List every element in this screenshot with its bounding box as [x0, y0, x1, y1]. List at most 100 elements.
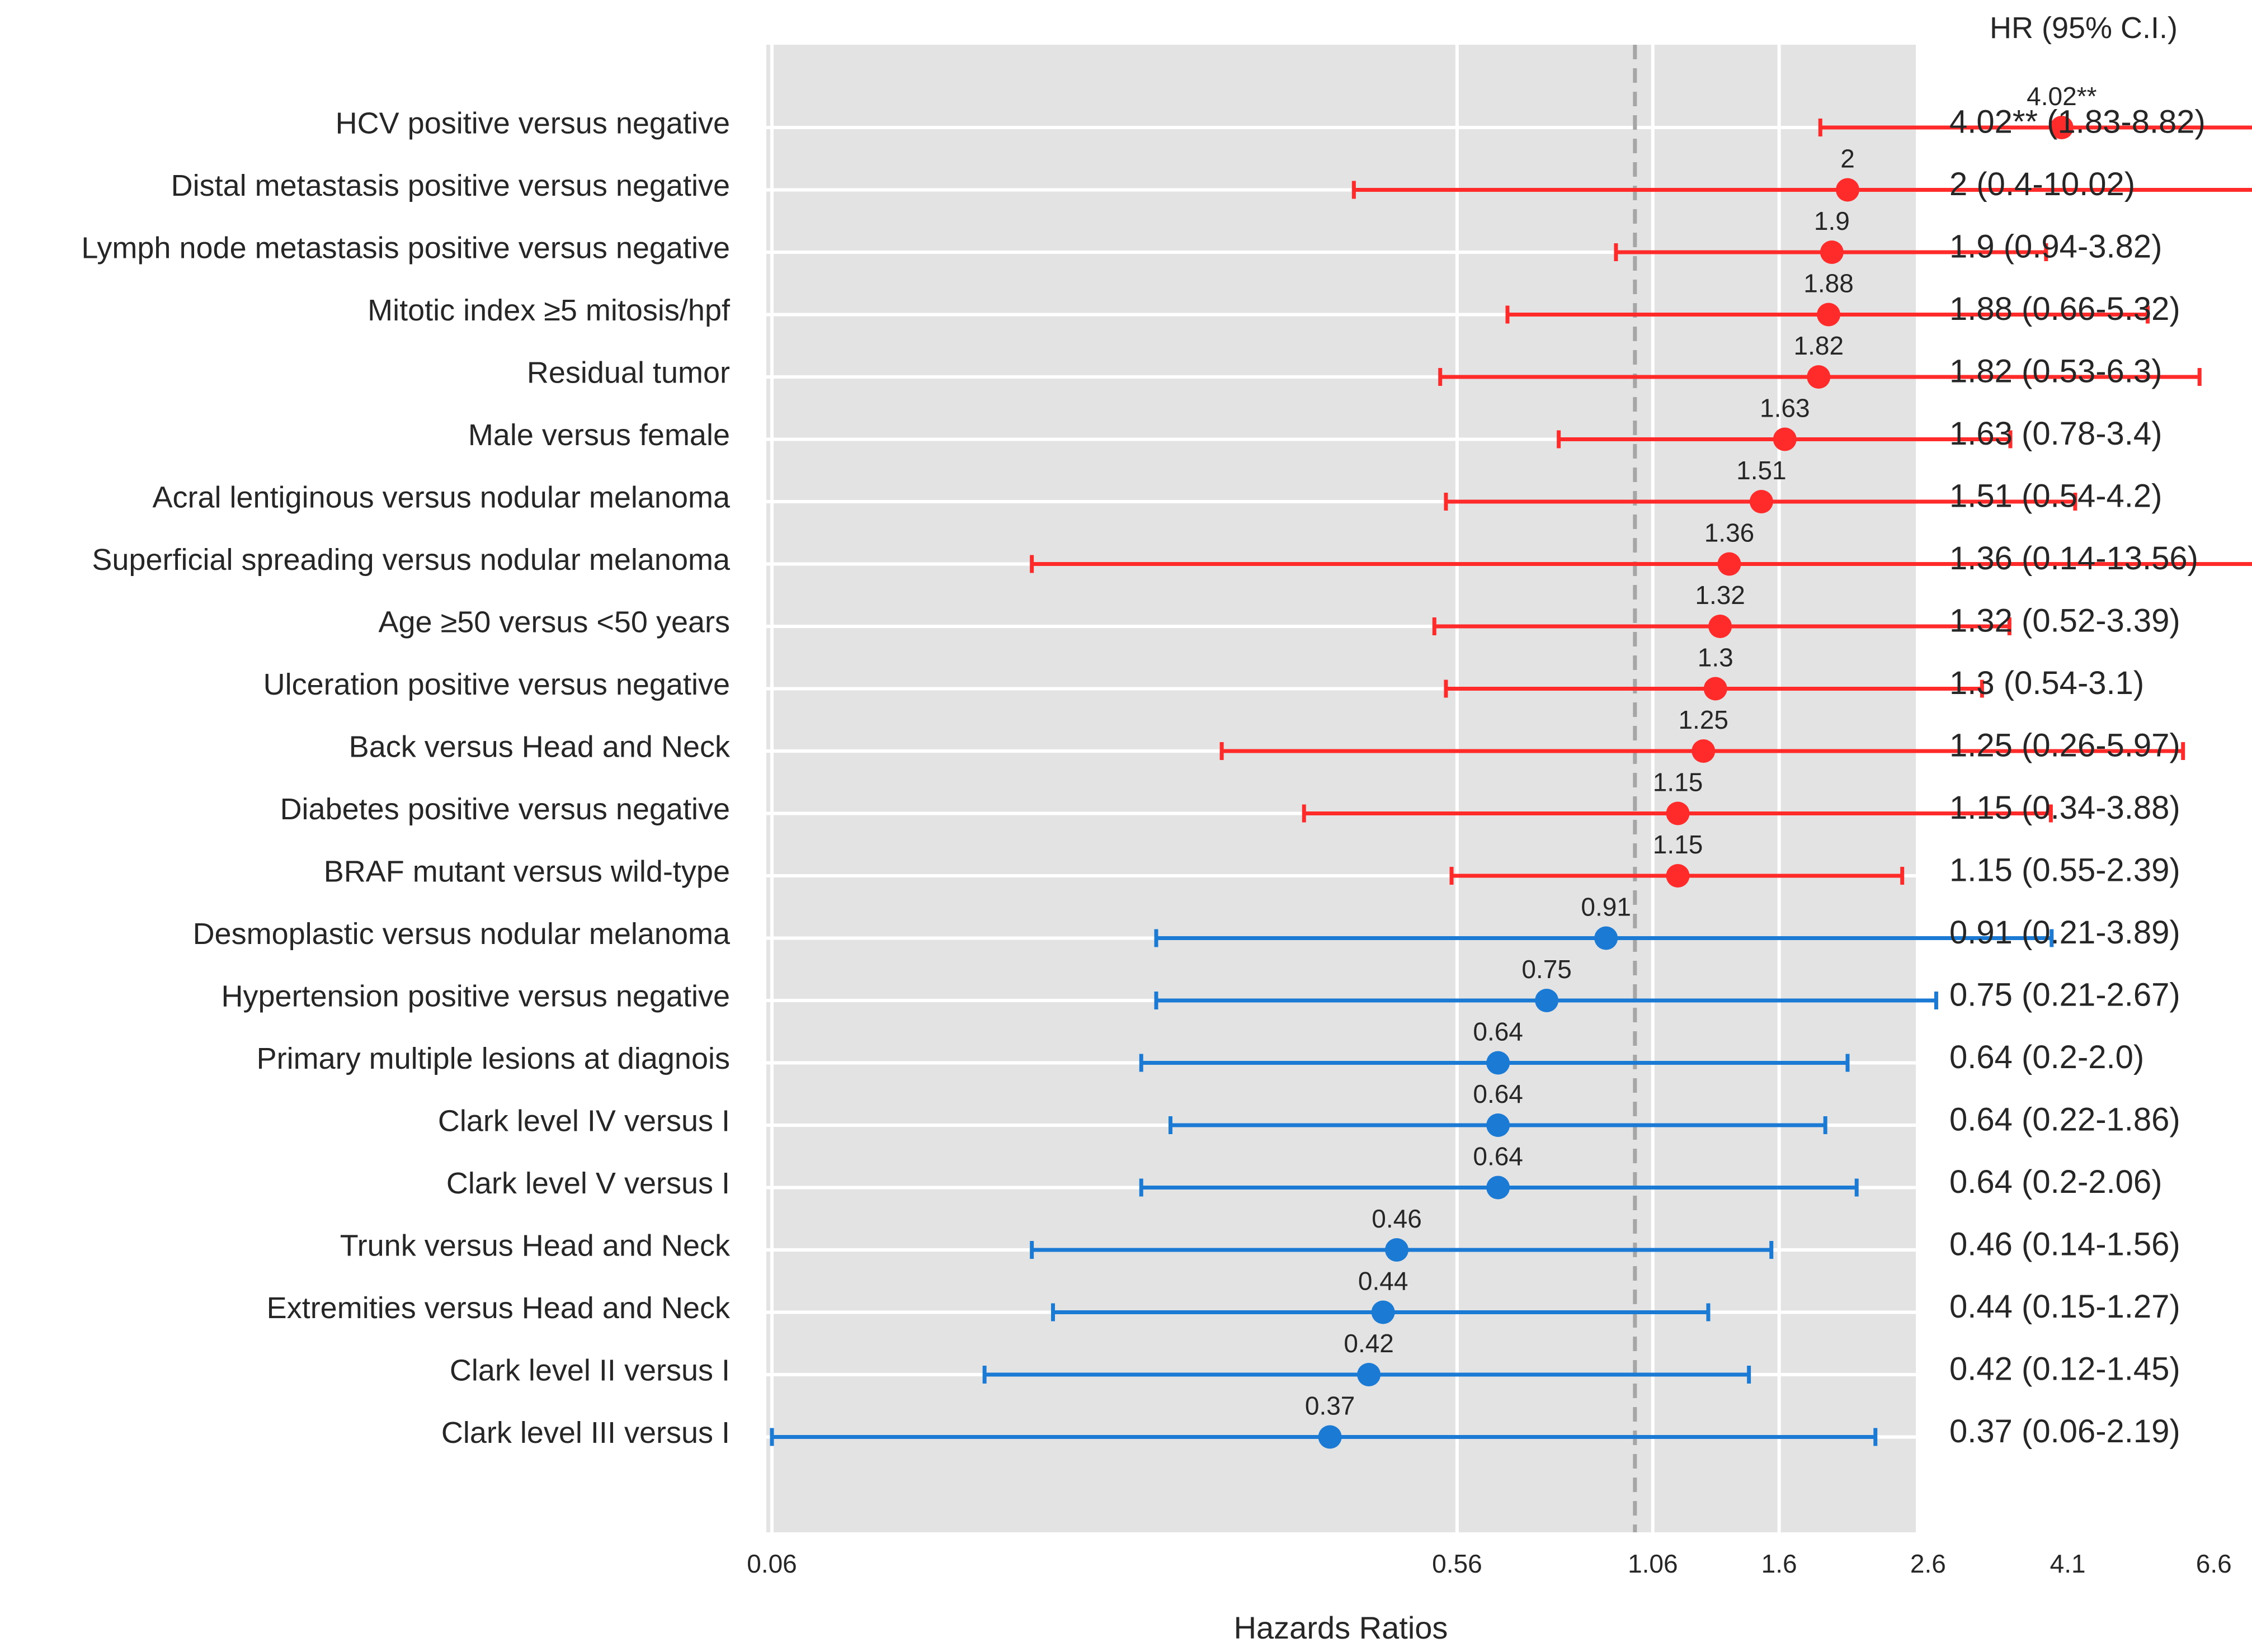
- point-label: 1.15: [1653, 830, 1703, 859]
- point-label: 1.25: [1678, 705, 1728, 734]
- hr-ci-text: 1.63 (0.78-3.4): [1949, 416, 2162, 452]
- row-label: Residual tumor: [527, 356, 730, 389]
- hr-point: [1703, 677, 1727, 701]
- hr-ci-text: 1.15 (0.34-3.88): [1949, 790, 2180, 826]
- row-label: Clark level II versus I: [450, 1353, 730, 1387]
- point-label: 1.36: [1704, 518, 1755, 547]
- row-label: Clark level III versus I: [441, 1416, 730, 1450]
- hr-ci-text: 0.44 (0.15-1.27): [1949, 1288, 2180, 1325]
- hr-point: [1486, 1051, 1510, 1075]
- row-label: Diabetes positive versus negative: [280, 792, 730, 826]
- hr-ci-text: 1.9 (0.94-3.82): [1949, 228, 2162, 265]
- hazard-ratio-points: [1318, 116, 2074, 1449]
- hr-ci-text: 1.15 (0.55-2.39): [1949, 852, 2180, 888]
- row-label: Back versus Head and Neck: [349, 730, 731, 763]
- point-label: 0.37: [1305, 1391, 1355, 1420]
- x-tick-labels: 0.060.561.061.62.64.16.61114: [747, 1549, 2231, 1578]
- hr-point: [1371, 1300, 1395, 1324]
- point-label: 1.3: [1698, 643, 1733, 672]
- hr-ci-text: 0.64 (0.2-2.06): [1949, 1164, 2162, 1200]
- row-label: Ulceration positive versus negative: [263, 668, 730, 701]
- hr-ci-text: 4.02** (1.83-8.82): [1949, 103, 2206, 140]
- point-label: 0.91: [1581, 893, 1631, 922]
- hr-point: [1318, 1425, 1342, 1449]
- hr-point: [1666, 801, 1690, 825]
- row-label: Hypertension positive versus negative: [222, 979, 730, 1013]
- plot-panel: [766, 45, 1916, 1532]
- row-label: BRAF mutant versus wild-type: [324, 855, 730, 888]
- point-label: 0.75: [1521, 955, 1572, 984]
- hr-point: [1773, 427, 1797, 451]
- hr-point: [1835, 178, 1859, 202]
- x-tick-label: 1.06: [1628, 1549, 1678, 1578]
- row-label: Primary multiple lesions at diagnois: [257, 1042, 730, 1075]
- point-label: 1.88: [1803, 269, 1854, 298]
- hr-point: [1535, 989, 1559, 1012]
- point-label: 0.46: [1372, 1204, 1422, 1233]
- row-label: Clark level V versus I: [446, 1167, 730, 1200]
- hr-ci-text: 0.42 (0.12-1.45): [1949, 1351, 2180, 1387]
- hr-point: [2050, 116, 2074, 139]
- row-label: Extremities versus Head and Neck: [267, 1291, 731, 1325]
- point-label: 0.42: [1344, 1329, 1394, 1358]
- hr-ci-text: 1.25 (0.26-5.97): [1949, 727, 2180, 763]
- hr-point: [1820, 240, 1844, 264]
- hr-point: [1749, 490, 1773, 513]
- point-label: 1.51: [1736, 456, 1787, 485]
- hr-ci-text: 1.88 (0.66-5.32): [1949, 291, 2180, 327]
- row-label: Mitotic index ≥5 mitosis/hpf: [368, 294, 731, 327]
- hr-ci-text: 1.51 (0.54-4.2): [1949, 478, 2162, 514]
- hr-ci-text: 2 (0.4-10.02): [1949, 166, 2135, 202]
- hr-point: [1817, 303, 1841, 327]
- hr-point: [1594, 926, 1618, 950]
- hr-ci-text: 1.3 (0.54-3.1): [1949, 665, 2144, 701]
- row-label: Trunk versus Head and Neck: [340, 1229, 731, 1262]
- point-label: 1.15: [1653, 768, 1703, 797]
- point-label: 0.64: [1473, 1079, 1523, 1108]
- hr-point: [1385, 1238, 1409, 1262]
- x-axis-title: Hazards Ratios: [1234, 1610, 1448, 1645]
- hr-point: [1717, 552, 1741, 576]
- row-label: Lymph node metastasis positive versus ne…: [81, 231, 730, 265]
- point-label: 1.32: [1695, 580, 1745, 610]
- hr-point: [1486, 1113, 1510, 1137]
- hr-point: [1807, 365, 1831, 389]
- point-label: 0.64: [1473, 1142, 1523, 1171]
- hr-ci-text: 0.64 (0.22-1.86): [1949, 1101, 2180, 1137]
- hr-ci-text: 1.36 (0.14-13.56): [1949, 540, 2198, 577]
- row-label: Male versus female: [468, 418, 730, 452]
- hr-column-header: HR (95% C.I.): [1990, 11, 2178, 45]
- hr-ci-text: 1.82 (0.53-6.3): [1949, 353, 2162, 389]
- point-label: 1.63: [1760, 394, 1810, 423]
- x-tick-label: 0.56: [1432, 1549, 1482, 1578]
- vertical-gridlines: [770, 45, 2216, 1532]
- hr-ci-text: 0.75 (0.21-2.67): [1949, 976, 2180, 1013]
- point-label: 0.44: [1358, 1267, 1408, 1296]
- hr-ci-text: 1.32 (0.52-3.39): [1949, 602, 2180, 639]
- hr-ci-text: 0.37 (0.06-2.19): [1949, 1413, 2180, 1450]
- row-label: Superficial spreading versus nodular mel…: [92, 543, 731, 577]
- x-tick-label: 2.6: [1910, 1549, 1946, 1578]
- row-label: Desmoplastic versus nodular melanoma: [193, 917, 731, 951]
- hr-point: [1486, 1176, 1510, 1200]
- hr-ci-text: 0.46 (0.14-1.56): [1949, 1226, 2180, 1262]
- row-label: Acral lentiginous versus nodular melanom…: [152, 480, 731, 514]
- row-label: Age ≥50 versus <50 years: [379, 605, 731, 639]
- point-label: 0.64: [1473, 1017, 1523, 1046]
- point-label: 2: [1840, 144, 1855, 173]
- x-tick-label: 1.6: [1761, 1549, 1797, 1578]
- row-labels: HCV positive versus negative Distal metas…: [81, 106, 731, 1450]
- x-tick-label: 0.06: [747, 1549, 797, 1578]
- hr-point: [1357, 1363, 1381, 1386]
- row-label: Distal metastasis positive versus negati…: [171, 169, 730, 202]
- hr-ci-text: 0.64 (0.2-2.0): [1949, 1039, 2144, 1075]
- row-label: Clark level IV versus I: [438, 1104, 730, 1137]
- point-label: 1.82: [1794, 331, 1844, 360]
- point-label: 1.9: [1814, 206, 1850, 235]
- hr-point: [1692, 739, 1716, 763]
- x-tick-label: 4.1: [2050, 1549, 2086, 1578]
- hr-ci-column: 4.02** (1.83-8.82) 2 (0.4-10.02) 1.9 (0.94…: [1949, 103, 2206, 1450]
- row-label: HCV positive versus negative: [336, 106, 730, 140]
- hr-point: [1708, 615, 1732, 638]
